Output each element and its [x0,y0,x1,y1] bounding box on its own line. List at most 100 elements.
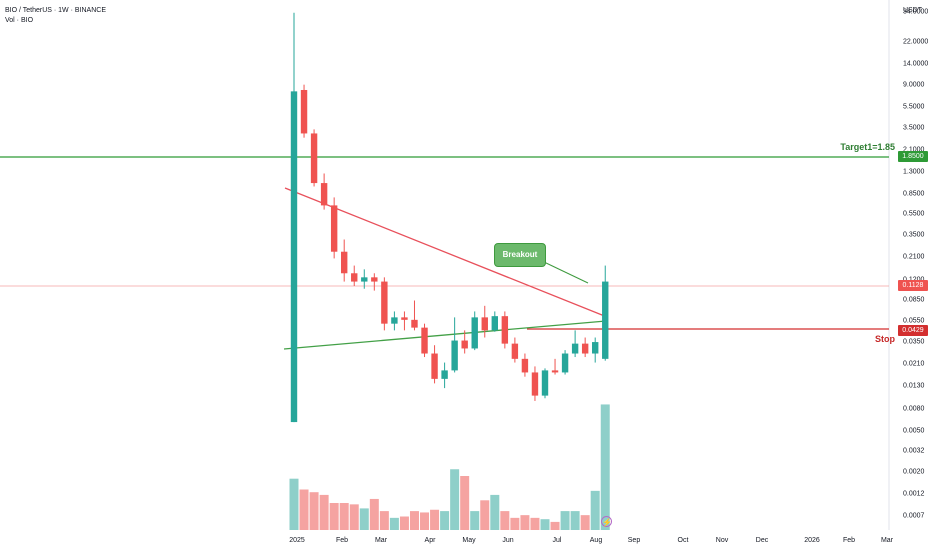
volume-bar [379,511,389,530]
candle-body [592,342,599,354]
volume-bar [520,515,530,530]
volume-bar [319,494,329,530]
volume-bar [490,494,500,530]
x-axis-tick-label: Oct [678,537,689,544]
volume-bar [540,519,550,530]
breakout-pointer [543,261,589,284]
candle-body [451,340,458,371]
y-axis-tick-label: 14.0000 [903,61,928,68]
candle-body [351,273,358,282]
breakout-callout: Breakout [494,243,546,267]
volume-bar [420,512,430,530]
current-price-badge: 0.1128 [898,280,928,291]
y-axis-tick-label: 22.0000 [903,39,928,46]
candle-body [330,205,338,252]
candle-body [341,251,348,274]
candle-body [401,317,408,320]
volume-bar [329,503,339,530]
y-axis-tick-label: 5.5000 [903,104,925,111]
candle-body [541,370,549,396]
candle-body [371,277,378,282]
volume-bar [600,404,610,530]
candle-body [300,89,308,134]
volume-bar [500,511,510,530]
stop-label: Stop [875,334,895,344]
volume-bar [480,500,490,530]
volume-bar [349,504,359,530]
candle-body [290,91,298,423]
candle-body [571,343,579,354]
volume-bar [309,492,319,530]
y-axis-tick-label: 0.0007 [903,513,925,520]
y-axis-tick-label: 0.0550 [903,318,925,325]
stop-price-badge: 0.0429 [898,325,928,336]
y-axis-tick-label: 0.0130 [903,383,925,390]
candle-body [481,317,488,331]
candle-body [391,317,398,324]
volume-bar [590,490,600,530]
candle-body [491,316,498,331]
y-axis-tick-label: 0.8500 [903,191,925,198]
volume-indicator-title[interactable]: Vol · BIO [5,17,34,24]
volume-bar [339,503,349,530]
candle-body [431,353,438,379]
target-label: Target1=1.85 [840,142,895,152]
x-axis-tick-label: Dec [756,537,769,544]
x-axis-tick-label: Mar [881,537,894,544]
x-axis-tick-label: Nov [716,537,729,544]
volume-bar [550,521,560,530]
candle-body [471,317,478,349]
candle-body [310,133,318,184]
resistance-trendline [284,187,608,318]
volume-bar [299,489,309,530]
volume-bar [510,517,520,530]
volume-bar [530,517,540,530]
y-axis-tick-label: 0.0080 [903,406,925,413]
volume-bar [289,478,299,530]
y-axis-tick-label: 1.3000 [903,169,925,176]
candle-body [361,277,368,282]
volume-bar [560,511,570,530]
lightning-icon[interactable]: ⚡ [601,516,612,527]
x-axis-tick-label: 2026 [804,537,820,544]
y-axis-tick-label: 0.0210 [903,361,925,368]
volume-bar [359,508,369,530]
y-axis-tick-label: 0.0850 [903,297,925,304]
volume-bar [470,511,480,530]
volume-bar [430,509,440,530]
candle-body [511,343,519,359]
volume-bar [369,498,379,530]
currency-label[interactable]: USDT [902,7,922,14]
candle-body [581,343,589,354]
candle-body [320,183,328,206]
candle-body [521,358,529,373]
y-axis-tick-label: 0.0032 [903,448,925,455]
volume-bar [409,511,419,530]
y-axis-tick-label: 2.1000 [903,147,925,154]
candle-body [461,340,468,349]
support-trendline [283,320,607,350]
y-axis-tick-label: 0.2100 [903,254,925,261]
y-axis-tick-label: 0.0350 [903,339,925,346]
y-axis-tick-label: 9.0000 [903,82,925,89]
volume-bar [460,476,470,530]
x-axis-tick-label: Aug [590,537,603,544]
x-axis-tick-label: Feb [843,537,855,544]
x-axis-tick-label: May [462,537,476,544]
y-axis-tick-label: 0.0012 [903,491,925,498]
y-axis-tick-label: 3.5000 [903,125,925,132]
candle-body [441,370,448,379]
y-axis-tick-label: 0.3500 [903,232,925,239]
candle-body [602,281,609,359]
volume-bar [450,469,460,530]
candle-body [421,327,428,354]
x-axis-tick-label: Sep [628,537,641,544]
x-axis-tick-label: Jun [502,537,513,544]
target-price-badge: 1.8500 [898,151,928,162]
candle-body [551,370,559,373]
candle-body [561,353,569,373]
y-axis-tick-label: 34.0000 [903,9,928,16]
y-axis-tick-label: 0.0050 [903,428,925,435]
x-axis-tick-label: Feb [336,537,348,544]
